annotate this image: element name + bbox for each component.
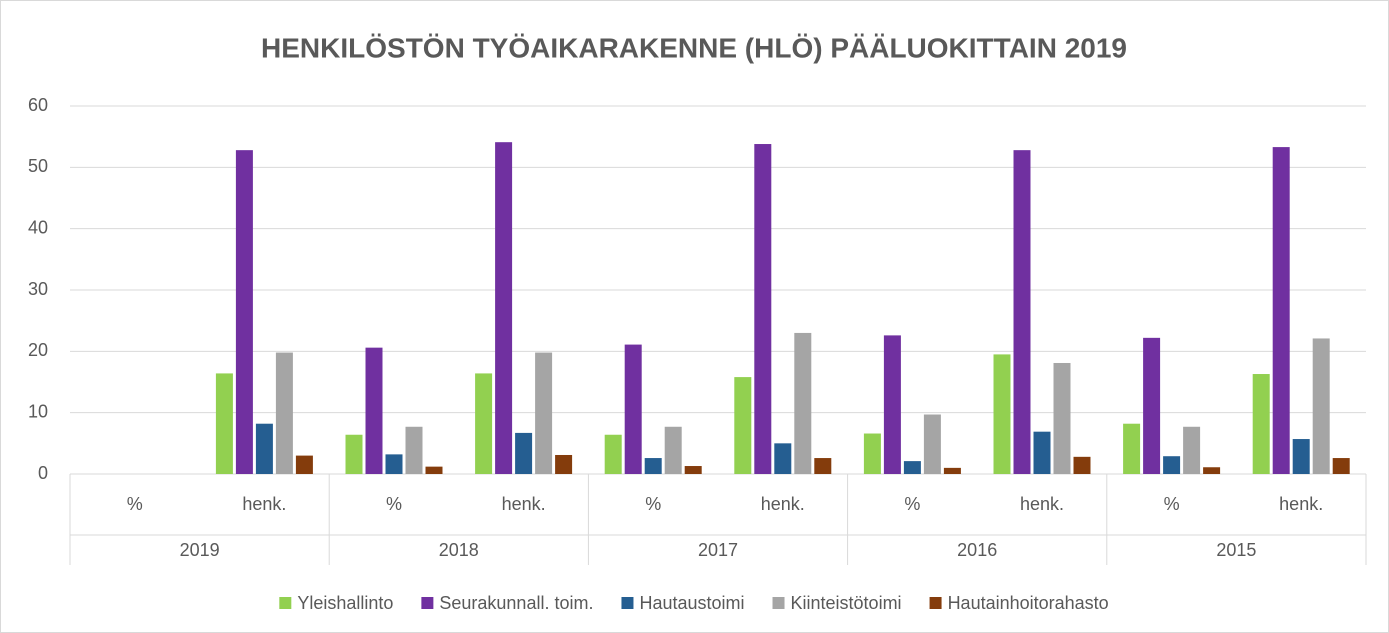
x-tick-label: % — [127, 494, 143, 514]
bar — [1033, 431, 1051, 474]
legend-label: Kiinteistötoimi — [791, 593, 902, 613]
bar — [1272, 147, 1290, 475]
legend-label: Hautainhoitorahasto — [948, 593, 1109, 613]
bar — [405, 426, 423, 474]
bar — [1143, 337, 1161, 474]
x-tick-label: % — [904, 494, 920, 514]
bar — [684, 466, 702, 474]
legend-label: Yleishallinto — [297, 593, 393, 613]
legend-swatch — [279, 597, 292, 609]
bar — [664, 426, 682, 474]
legend-swatch — [421, 597, 434, 609]
x-tick-label: henk. — [1279, 494, 1323, 514]
bar — [814, 458, 832, 474]
legend-label: Hautaustoimi — [639, 593, 744, 613]
x-tick-label: henk. — [242, 494, 286, 514]
legend-swatch — [772, 597, 785, 609]
bar — [495, 142, 513, 475]
legend-swatch — [929, 597, 942, 609]
group-label: 2018 — [439, 540, 479, 560]
bar — [1203, 467, 1221, 474]
bar — [1252, 374, 1270, 474]
bar — [345, 434, 363, 474]
legend-swatch — [621, 597, 634, 609]
bar — [863, 433, 881, 474]
bar — [1183, 426, 1201, 474]
x-tick-label: % — [1164, 494, 1180, 514]
bar — [1292, 439, 1310, 474]
bar — [255, 423, 273, 474]
bar — [1123, 423, 1141, 474]
bar — [993, 354, 1011, 474]
bar — [295, 455, 313, 474]
y-tick-label: 30 — [28, 279, 48, 299]
y-tick-label: 50 — [28, 156, 48, 176]
bar — [1163, 456, 1181, 474]
bar — [1053, 362, 1071, 474]
bar — [1332, 458, 1350, 474]
bar — [604, 434, 622, 474]
bar — [883, 335, 901, 474]
bar — [1312, 338, 1330, 474]
bar — [555, 454, 573, 474]
bar — [535, 352, 553, 474]
x-tick-label: % — [645, 494, 661, 514]
bar — [215, 373, 233, 474]
bar — [624, 344, 642, 474]
y-tick-label: 60 — [28, 95, 48, 115]
bar — [903, 461, 921, 474]
bar — [475, 373, 493, 474]
group-label: 2019 — [180, 540, 220, 560]
y-tick-label: 0 — [38, 463, 48, 483]
bar — [1073, 456, 1091, 474]
y-tick-label: 40 — [28, 217, 48, 237]
group-label: 2015 — [1216, 540, 1256, 560]
group-label: 2017 — [698, 540, 738, 560]
y-tick-label: 10 — [28, 401, 48, 421]
y-tick-label: 20 — [28, 340, 48, 360]
x-tick-label: henk. — [761, 494, 805, 514]
x-tick-label: henk. — [502, 494, 546, 514]
x-tick-label: henk. — [1020, 494, 1064, 514]
bar — [774, 443, 792, 474]
bar — [365, 347, 383, 474]
bar — [235, 150, 253, 474]
bar — [515, 432, 533, 474]
bar — [794, 332, 812, 474]
bar — [943, 467, 961, 474]
chart-title: HENKILÖSTÖN TYÖAIKARAKENNE (HLÖ) PÄÄLUOK… — [261, 32, 1127, 63]
group-label: 2016 — [957, 540, 997, 560]
bar — [754, 144, 772, 474]
bar — [923, 414, 941, 474]
bar — [425, 466, 443, 474]
bar — [1013, 150, 1031, 474]
bar — [734, 377, 752, 474]
x-tick-label: % — [386, 494, 402, 514]
legend-label: Seurakunnall. toim. — [439, 593, 593, 613]
bar — [644, 458, 662, 474]
bar — [275, 352, 293, 474]
bar — [385, 454, 403, 474]
